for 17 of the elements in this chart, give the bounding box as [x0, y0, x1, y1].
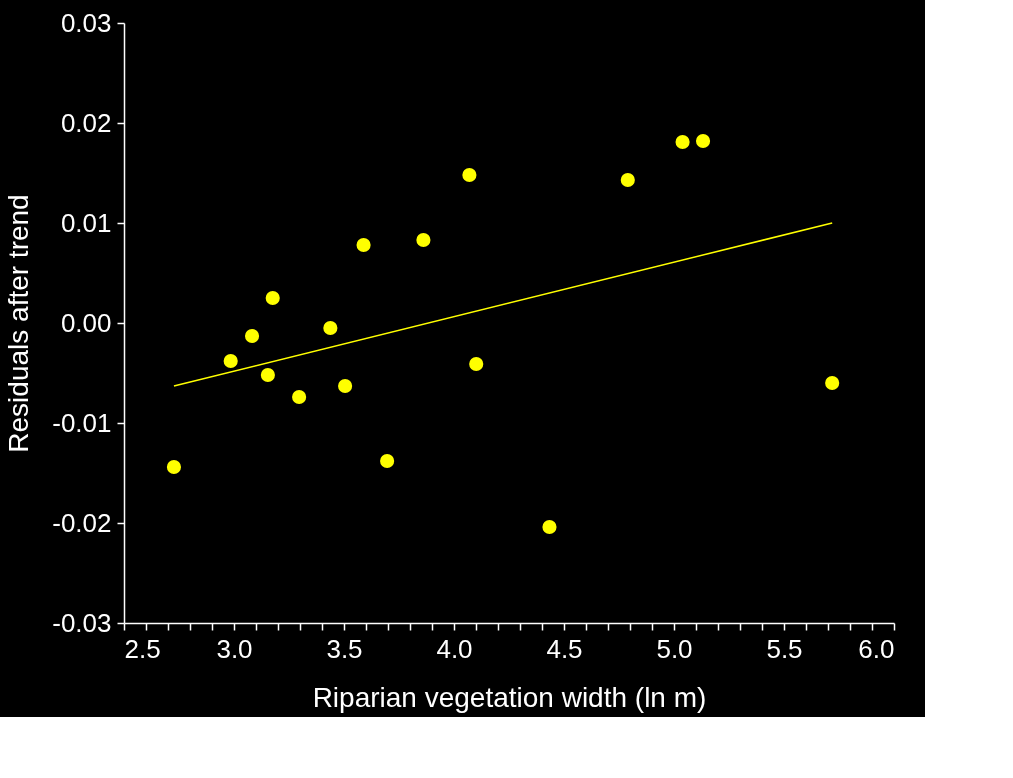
- y-tick-label: 0.01: [60, 207, 112, 238]
- y-tick-label: -0.02: [52, 507, 112, 538]
- y-axis-title: Residuals after trend: [3, 194, 35, 453]
- y-tick-label: -0.03: [52, 607, 112, 638]
- x-tick-label: 5.5: [766, 633, 803, 664]
- y-tick-label: 0.00: [60, 307, 112, 338]
- x-tick-label: 2.5: [124, 633, 161, 664]
- x-tick-label: 3.5: [326, 633, 363, 664]
- x-tick-label: 4.0: [436, 633, 473, 664]
- y-tick-label: 0.03: [60, 7, 112, 38]
- x-tick-label: 3.0: [216, 633, 253, 664]
- y-tick-label: -0.01: [52, 407, 112, 438]
- x-tick-label: 6.0: [858, 633, 895, 664]
- y-tick-label: 0.02: [60, 107, 112, 138]
- x-tick-label: 4.5: [546, 633, 583, 664]
- x-tick-label: 5.0: [656, 633, 693, 664]
- x-axis-title: Riparian vegetation width (ln m): [312, 681, 707, 713]
